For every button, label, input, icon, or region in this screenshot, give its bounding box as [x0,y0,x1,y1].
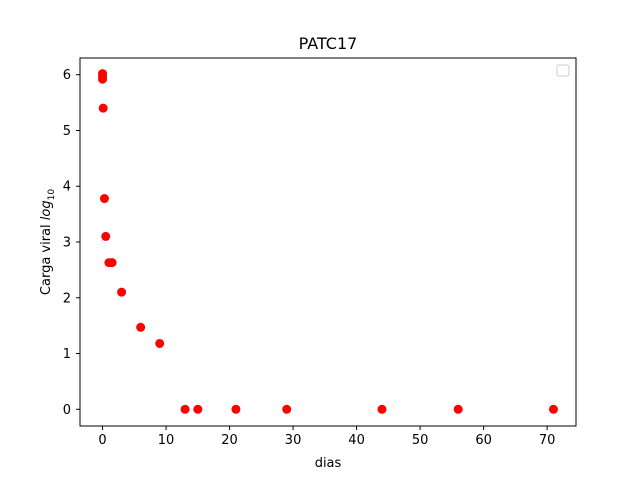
x-tick-label: 30 [285,433,302,448]
data-points [98,69,558,414]
y-tick-label: 5 [63,124,71,139]
y-axis-ticks: 0 1 2 3 4 5 6 [63,68,80,418]
data-point [136,322,146,332]
y-tick-label: 3 [63,236,71,251]
chart-title: PATC17 [299,34,358,53]
legend-box [556,64,570,77]
x-tick-label: 60 [475,433,492,448]
x-axis-label: dias [315,456,342,471]
data-point [99,194,109,204]
data-point [98,74,108,84]
x-tick-label: 50 [412,433,429,448]
data-point [98,103,108,113]
plot-frame [79,57,577,427]
y-axis-label: Carga viral log10 [39,189,57,295]
data-point [180,404,190,414]
data-point [548,404,558,414]
x-axis-ticks: 0 10 20 30 40 50 60 70 [98,426,555,448]
y-tick-label: 1 [63,347,71,362]
data-point [231,404,241,414]
data-point [453,404,463,414]
x-tick-label: 40 [348,433,365,448]
data-point [193,404,203,414]
y-tick-label: 4 [63,180,71,195]
x-tick-label: 20 [221,433,238,448]
y-tick-label: 6 [63,68,71,83]
y-tick-label: 2 [63,291,71,306]
x-tick-label: 0 [98,433,106,448]
data-point [282,404,292,414]
data-point [117,287,127,297]
data-point [101,231,111,241]
x-tick-label: 70 [539,433,556,448]
data-point [155,338,165,348]
data-point [377,404,387,414]
y-tick-label: 0 [63,403,71,418]
x-tick-label: 10 [158,433,175,448]
data-point [107,258,117,268]
